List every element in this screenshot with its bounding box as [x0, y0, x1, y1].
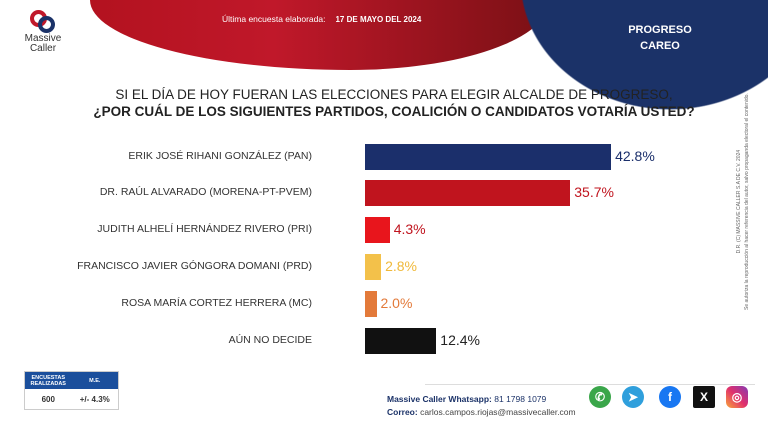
bar — [365, 217, 390, 243]
footer-divider — [425, 384, 755, 385]
bar-row: JUDITH ALHELÍ HERNÁNDEZ RIVERO (PRI) 4.3… — [0, 217, 720, 243]
x-icon[interactable]: X — [693, 386, 715, 408]
stats-header-surveys: ENCUESTAS REALIZADAS — [30, 374, 66, 387]
value-label: 4.3% — [393, 221, 426, 237]
whatsapp-number[interactable]: 81 1798 1079 — [494, 394, 547, 404]
authorization-line: Se autoriza la reproducción al hacer ref… — [744, 93, 750, 310]
telegram-icon[interactable]: ➤ — [622, 386, 644, 408]
question-line-1: SI EL DÍA DE HOY FUERAN LAS ELECCIONES P… — [115, 87, 673, 102]
stats-surveys-value: 600 — [41, 394, 55, 404]
category-label: AÚN NO DECIDE — [228, 334, 312, 346]
bar — [365, 291, 377, 317]
value-label: 42.8% — [615, 148, 655, 164]
bar-row: AÚN NO DECIDE 12.4% — [0, 328, 720, 354]
stats-header-me: M.E. — [89, 377, 101, 384]
logo-text-2: Caller — [29, 43, 57, 54]
facebook-icon[interactable]: f — [659, 386, 681, 408]
value-label: 2.0% — [380, 295, 413, 311]
bar — [365, 144, 612, 170]
value-label: 35.7% — [574, 184, 614, 200]
survey-label: Última encuesta elaborada: — [222, 14, 326, 24]
header-red-band — [90, 0, 550, 70]
category-label: DR. RAÚL ALVARADO (MORENA-PT-PVEM) — [99, 186, 312, 198]
bar — [365, 254, 382, 280]
bar — [365, 180, 571, 206]
bar — [365, 328, 437, 354]
question-line-2: ¿POR CUÁL DE LOS SIGUIENTES PARTIDOS, CO… — [93, 104, 695, 119]
header-blue-circle — [520, 0, 768, 112]
bar-row: ROSA MARÍA CORTEZ HERRERA (MC) 2.0% — [0, 291, 720, 317]
logo-text-1: Massive — [24, 33, 62, 44]
copyright-line: D.R. (C) MASSIVE CALLER S.A DE C.V. 2024 — [736, 149, 742, 254]
region-subtitle: CAREO — [640, 40, 680, 52]
region-name: PROGRESO — [628, 24, 692, 36]
category-label: FRANCISCO JAVIER GÓNGORA DOMANI (PRD) — [77, 260, 312, 272]
email-label: Correo: — [387, 407, 418, 417]
survey-date: 17 DE MAYO DEL 2024 — [335, 15, 422, 24]
email-address[interactable]: carlos.campos.riojas@massivecaller.com — [420, 407, 576, 417]
region-title: PROGRESO CAREO — [600, 22, 720, 54]
survey-date-line: Última encuesta elaborada: 17 DE MAYO DEL… — [222, 14, 421, 24]
category-label: ROSA MARÍA CORTEZ HERRERA (MC) — [121, 297, 312, 309]
whatsapp-label: Massive Caller Whatsapp: — [387, 394, 492, 404]
contact-info: Massive Caller Whatsapp: 81 1798 1079 Co… — [387, 393, 576, 419]
stats-me-value: +/- 4.3% — [79, 394, 110, 404]
massive-caller-logo: Massive Caller — [20, 10, 66, 54]
category-label: ERIK JOSÉ RIHANI GONZÁLEZ (PAN) — [128, 150, 312, 162]
value-label: 2.8% — [385, 258, 418, 274]
whatsapp-icon[interactable]: ✆ — [589, 386, 611, 408]
stats-table: ENCUESTAS REALIZADAS M.E. 600 +/- 4.3% — [24, 371, 119, 410]
bar-row: ERIK JOSÉ RIHANI GONZÁLEZ (PAN) 42.8% — [0, 144, 720, 170]
copyright-note: D.R. (C) MASSIVE CALLER S.A DE C.V. 2024… — [735, 93, 751, 310]
instagram-icon[interactable]: ◎ — [726, 386, 748, 408]
bar-row: FRANCISCO JAVIER GÓNGORA DOMANI (PRD) 2.… — [0, 254, 720, 280]
category-label: JUDITH ALHELÍ HERNÁNDEZ RIVERO (PRI) — [97, 223, 312, 235]
value-label: 12.4% — [440, 332, 480, 348]
logo-icon — [30, 10, 56, 34]
bar-row: DR. RAÚL ALVARADO (MORENA-PT-PVEM) 35.7% — [0, 180, 720, 206]
